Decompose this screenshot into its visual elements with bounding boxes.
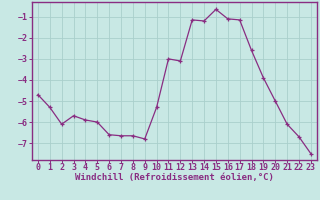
X-axis label: Windchill (Refroidissement éolien,°C): Windchill (Refroidissement éolien,°C)	[75, 173, 274, 182]
